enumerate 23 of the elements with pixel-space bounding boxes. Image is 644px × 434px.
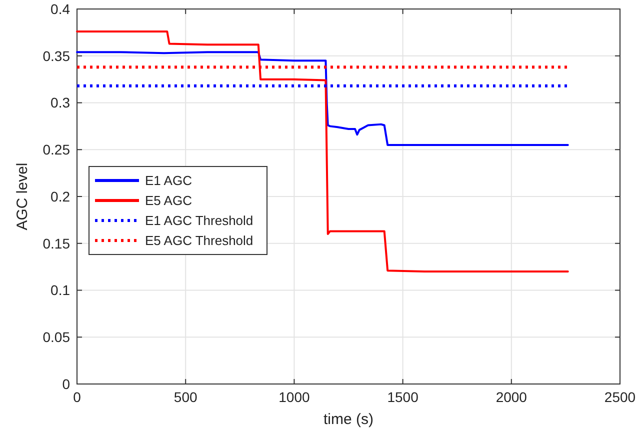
line-series [76,51,569,146]
x-tick-label: 2000 [496,389,528,405]
y-axis-title: AGC level [14,162,31,230]
x-tick-label: 1000 [278,389,310,405]
x-tick-label: 1500 [387,389,419,405]
x-tick-label: 0 [73,389,82,405]
legend-label: E5 AGC Threshold [145,233,254,248]
legend-label: E1 AGC Threshold [145,213,254,228]
y-tick-label: 0 [62,376,70,392]
line-series [76,30,569,272]
x-tick-label: 500 [174,389,198,405]
x-tick-label: 2500 [604,389,636,405]
y-tick-label: 0.3 [50,94,70,111]
y-tick-label: 0.2 [50,188,70,204]
x-axis-title: time (s) [324,411,374,428]
y-tick-label: 0.15 [42,235,70,252]
legend-label: E1 AGC [145,173,192,188]
y-tick-label: 0.25 [42,142,70,158]
y-tick-label: 0.35 [42,48,70,64]
y-tick-label: 0.4 [50,0,70,17]
legend-label: E5 AGC [145,193,192,208]
y-tick-label: 0.05 [42,329,70,346]
y-tick-label: 0.1 [50,282,70,298]
